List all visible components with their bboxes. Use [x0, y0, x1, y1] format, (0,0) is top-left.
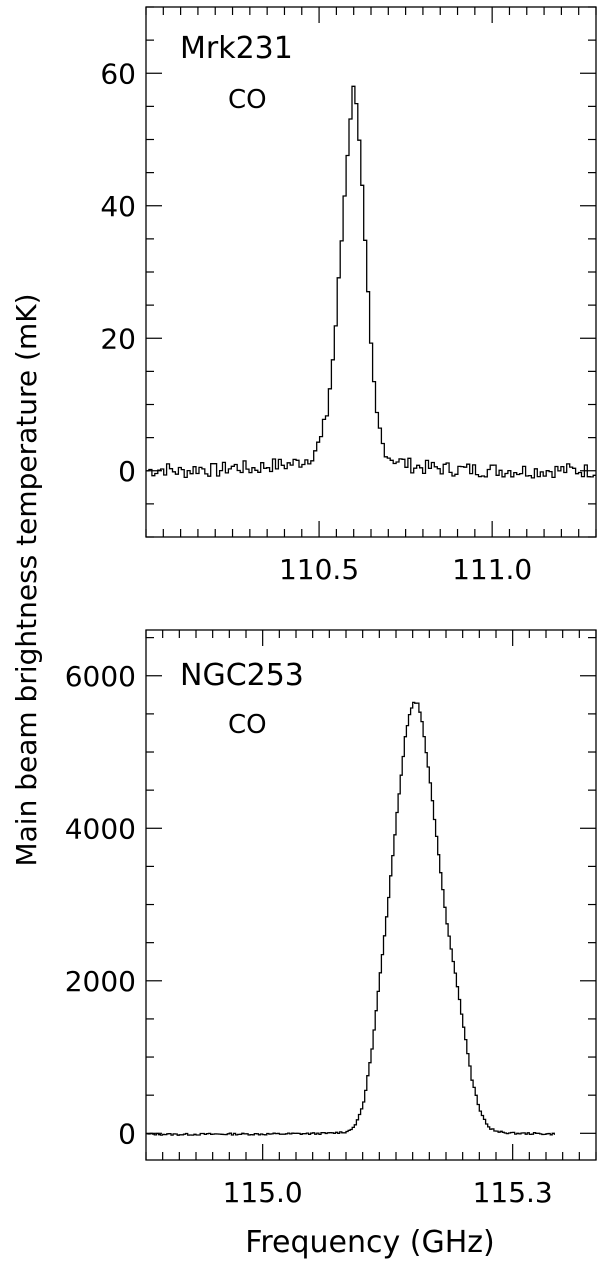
mrk231-title: Mrk231 — [180, 31, 293, 66]
ngc253-title: NGC253 — [180, 658, 304, 693]
mrk231-ticks — [145, 6, 597, 538]
y-tick-label: 60 — [100, 57, 136, 90]
ngc253-plot-frame — [145, 629, 597, 1161]
x-axis-label: Frequency (GHz) — [245, 1225, 494, 1260]
mrk231-panel: 110.5 111.0 0 20 40 60 Mrk231 CO — [100, 6, 597, 586]
ngc253-line-label: CO — [228, 710, 267, 740]
ngc253-ticks — [145, 630, 597, 1160]
mrk231-tick-labels: 110.5 111.0 0 20 40 60 — [100, 57, 532, 586]
y-axis-label: Main beam brightness temperature (mK) — [10, 293, 43, 866]
y-tick-label: 0 — [118, 455, 136, 488]
y-tick-label: 4000 — [65, 812, 136, 845]
ngc253-tick-labels: 115.0 115.3 0 2000 4000 6000 — [65, 660, 553, 1209]
x-tick-label: 115.0 — [223, 1176, 303, 1209]
x-tick-label: 110.5 — [279, 553, 359, 586]
y-tick-label: 40 — [100, 190, 136, 223]
mrk231-spectrum-line — [146, 85, 596, 479]
mrk231-line-label: CO — [228, 85, 267, 115]
ngc253-spectrum-line — [146, 701, 555, 1136]
y-tick-label: 20 — [100, 322, 136, 355]
x-tick-label: 111.0 — [452, 553, 532, 586]
y-tick-label: 6000 — [65, 660, 136, 693]
mrk231-plot-frame — [145, 6, 597, 538]
y-tick-label: 2000 — [65, 965, 136, 998]
x-tick-label: 115.3 — [473, 1176, 553, 1209]
ngc253-panel: 115.0 115.3 0 2000 4000 6000 NGC253 CO — [65, 629, 597, 1209]
y-tick-label: 0 — [118, 1117, 136, 1150]
